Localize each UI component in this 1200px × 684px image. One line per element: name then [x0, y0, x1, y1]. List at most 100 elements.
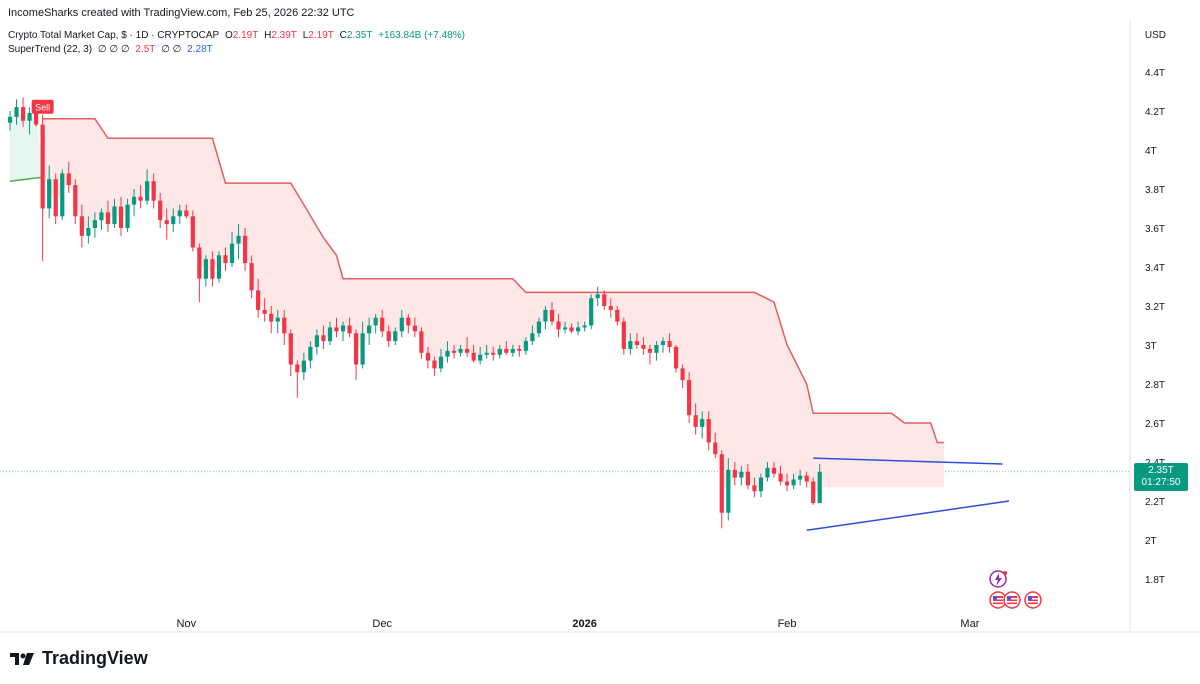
- candle-body: [771, 467, 777, 474]
- candle-body: [34, 112, 39, 125]
- candle-body: [7, 116, 13, 123]
- candle-body: [138, 196, 143, 201]
- candle-body: [262, 309, 267, 314]
- candle: [719, 450, 724, 529]
- candle: [282, 309, 287, 345]
- candle-body: [641, 345, 646, 349]
- candle: [791, 473, 796, 490]
- tradingview-brand[interactable]: TradingView: [10, 648, 148, 669]
- candle: [353, 329, 359, 381]
- candle-body: [203, 259, 208, 279]
- candle: [151, 173, 156, 209]
- y-tick-label: 2T: [1145, 536, 1157, 547]
- candle: [275, 309, 280, 334]
- candle-body: [20, 107, 26, 121]
- candle: [40, 114, 45, 262]
- candle: [654, 341, 659, 361]
- trendline-upper[interactable]: [813, 457, 1003, 465]
- candle-body: [347, 325, 352, 334]
- symbol-title[interactable]: Crypto Total Market Cap, $ · 1D · CRYPTO…: [8, 30, 220, 41]
- candle: [647, 345, 653, 365]
- candle: [321, 325, 326, 349]
- candle: [14, 99, 19, 125]
- trendline-lower[interactable]: [806, 500, 1010, 531]
- last-price-value: 2.35T: [1148, 465, 1174, 476]
- candle: [726, 458, 731, 521]
- candle: [595, 286, 600, 306]
- x-tick-label: 2026: [572, 618, 596, 630]
- candle-body: [249, 263, 254, 291]
- high-value: 2.39T: [271, 30, 297, 41]
- candle: [262, 298, 267, 322]
- candle: [615, 306, 620, 326]
- candle-body: [190, 216, 195, 248]
- candle: [445, 341, 450, 363]
- candle: [184, 204, 189, 219]
- candle-body: [549, 309, 555, 322]
- chart-legend: Crypto Total Market Cap, $ · 1D · CRYPTO…: [8, 29, 468, 57]
- candle: [784, 473, 790, 492]
- candle-body: [158, 200, 163, 221]
- candle-body: [40, 124, 45, 209]
- candle-body: [229, 243, 235, 264]
- candle: [314, 329, 320, 355]
- candle-body: [288, 333, 293, 365]
- candle: [811, 477, 816, 505]
- bar-countdown: 01:27:50: [1141, 477, 1181, 488]
- candle: [687, 372, 692, 423]
- us-flag-event-icon[interactable]: [989, 591, 1007, 609]
- candle-body: [380, 317, 385, 332]
- candle-body: [360, 333, 365, 365]
- sell-signal-label[interactable]: Sell: [31, 99, 54, 114]
- supertrend-down-fill: [42, 118, 944, 493]
- candle: [693, 403, 698, 435]
- supertrend-label[interactable]: SuperTrend (22, 3): [8, 44, 93, 55]
- grid-lines: [0, 20, 1200, 633]
- candle: [112, 198, 117, 228]
- candle-body: [602, 294, 607, 306]
- y-tick-label: 3.4T: [1145, 263, 1165, 274]
- candle: [778, 465, 783, 486]
- symbol-legend-row: Crypto Total Market Cap, $ · 1D · CRYPTO…: [8, 29, 468, 43]
- candle-body: [73, 185, 78, 217]
- candle-body: [314, 335, 320, 347]
- candle: [804, 471, 809, 488]
- candle-body: [804, 475, 809, 482]
- candle-body: [412, 325, 417, 332]
- candle-body: [673, 346, 679, 369]
- candle: [634, 333, 639, 349]
- candle-body: [242, 235, 248, 264]
- candle: [367, 317, 372, 345]
- candle-body: [275, 317, 280, 322]
- candle-body: [47, 179, 52, 209]
- candle-body: [693, 415, 698, 427]
- x-tick-label: Nov: [177, 618, 197, 630]
- candle-body: [256, 290, 261, 310]
- candle: [465, 337, 470, 357]
- candle: [210, 251, 215, 287]
- currency-label[interactable]: USD: [1144, 30, 1166, 41]
- candle: [406, 313, 411, 334]
- last-price-tag[interactable]: 2.35T 01:27:50: [1134, 463, 1188, 491]
- candle-body: [164, 220, 169, 225]
- candle: [256, 278, 261, 318]
- supertrend-down-value: 2.5T: [135, 44, 156, 55]
- us-flag-event-icon[interactable]: [1024, 591, 1042, 609]
- lightning-event-icon[interactable]: [989, 570, 1007, 588]
- y-tick-label: 2.6T: [1145, 419, 1165, 430]
- candle-body: [667, 341, 672, 347]
- candle-body: [406, 317, 411, 326]
- candle: [308, 341, 313, 369]
- candle: [569, 323, 574, 334]
- candle: [556, 313, 561, 338]
- candle-body: [680, 368, 685, 381]
- candle: [236, 224, 241, 260]
- candle: [432, 356, 437, 377]
- us-flag-event-icon[interactable]: [1003, 591, 1021, 609]
- candle-body: [327, 327, 333, 342]
- candle: [190, 210, 195, 252]
- candle: [171, 208, 176, 232]
- candle-body: [79, 216, 84, 236]
- candle: [223, 247, 228, 271]
